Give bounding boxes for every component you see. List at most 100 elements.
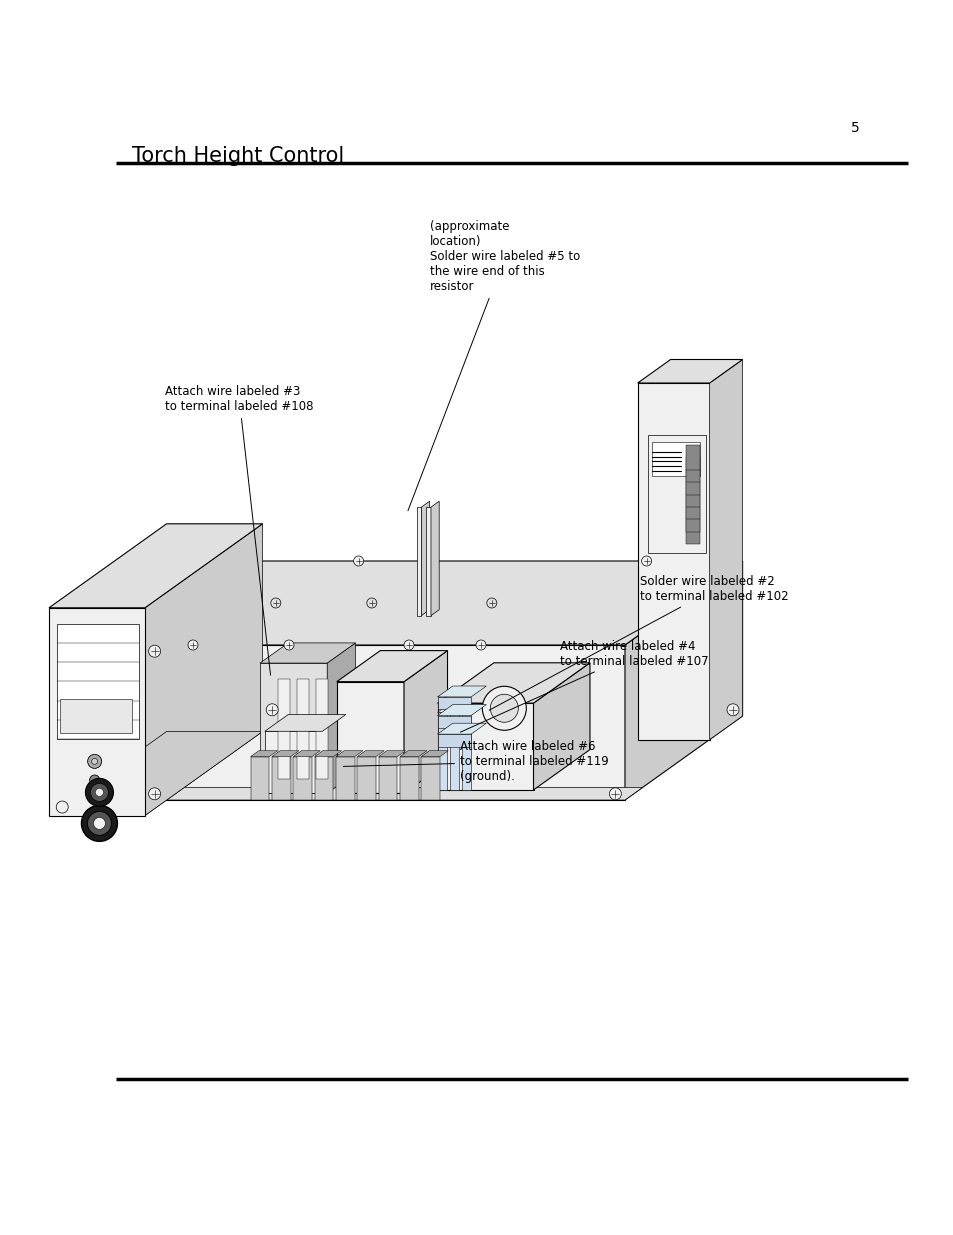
Polygon shape: [685, 457, 700, 482]
Polygon shape: [265, 731, 322, 793]
Polygon shape: [356, 757, 375, 800]
Polygon shape: [356, 751, 384, 757]
Circle shape: [366, 598, 376, 608]
Circle shape: [284, 640, 294, 650]
Polygon shape: [49, 608, 145, 815]
Polygon shape: [145, 524, 262, 815]
Polygon shape: [260, 663, 327, 793]
Polygon shape: [327, 643, 355, 793]
Text: Attach wire labeled #3
to terminal labeled #108: Attach wire labeled #3 to terminal label…: [165, 385, 314, 676]
Polygon shape: [437, 663, 589, 703]
Polygon shape: [685, 482, 700, 508]
Polygon shape: [145, 645, 624, 800]
Polygon shape: [426, 508, 431, 615]
Polygon shape: [437, 705, 486, 715]
Polygon shape: [652, 442, 700, 475]
Circle shape: [188, 640, 198, 650]
Text: Solder wire labeled #2
to terminal labeled #102: Solder wire labeled #2 to terminal label…: [489, 576, 788, 710]
Circle shape: [490, 694, 517, 722]
Circle shape: [88, 755, 102, 768]
Polygon shape: [335, 751, 362, 757]
Polygon shape: [637, 359, 741, 383]
Polygon shape: [265, 715, 346, 731]
Polygon shape: [272, 751, 298, 757]
Circle shape: [486, 598, 497, 608]
Circle shape: [86, 778, 113, 806]
Circle shape: [354, 556, 363, 566]
Circle shape: [93, 818, 106, 830]
Polygon shape: [251, 757, 269, 800]
Polygon shape: [461, 704, 482, 713]
Circle shape: [482, 687, 526, 730]
Polygon shape: [685, 445, 700, 469]
Polygon shape: [60, 699, 132, 732]
Polygon shape: [399, 751, 427, 757]
Polygon shape: [637, 383, 709, 740]
Circle shape: [149, 788, 160, 800]
Text: Torch Height Control: Torch Height Control: [132, 146, 343, 165]
Polygon shape: [421, 501, 429, 615]
Polygon shape: [461, 713, 471, 790]
Text: 5: 5: [850, 121, 859, 135]
Polygon shape: [437, 703, 533, 790]
Circle shape: [81, 805, 117, 841]
Circle shape: [609, 788, 620, 800]
Polygon shape: [437, 715, 471, 727]
Polygon shape: [145, 788, 642, 800]
Circle shape: [88, 811, 112, 835]
Polygon shape: [685, 520, 700, 545]
Polygon shape: [145, 561, 741, 645]
Polygon shape: [421, 751, 448, 757]
Polygon shape: [421, 757, 439, 800]
Polygon shape: [272, 757, 291, 800]
Polygon shape: [49, 524, 262, 608]
Polygon shape: [437, 697, 471, 709]
Polygon shape: [449, 713, 458, 790]
Circle shape: [91, 783, 109, 802]
Polygon shape: [449, 704, 471, 713]
Polygon shape: [336, 651, 447, 682]
Polygon shape: [49, 731, 262, 815]
Circle shape: [271, 598, 280, 608]
Polygon shape: [316, 679, 328, 778]
Circle shape: [56, 802, 69, 813]
Polygon shape: [297, 679, 309, 778]
Polygon shape: [403, 651, 447, 793]
Polygon shape: [648, 435, 705, 553]
Polygon shape: [437, 685, 486, 697]
Circle shape: [266, 704, 278, 716]
Polygon shape: [399, 757, 418, 800]
Text: Attach wire labeled #4
to terminal labeled #107: Attach wire labeled #4 to terminal label…: [460, 640, 708, 732]
Polygon shape: [437, 713, 447, 790]
Circle shape: [403, 640, 414, 650]
Circle shape: [95, 788, 103, 797]
Polygon shape: [251, 751, 277, 757]
Polygon shape: [314, 757, 333, 800]
Circle shape: [149, 645, 160, 657]
Polygon shape: [709, 359, 741, 740]
Polygon shape: [416, 508, 421, 615]
Polygon shape: [378, 751, 405, 757]
Polygon shape: [685, 469, 700, 495]
Polygon shape: [314, 751, 341, 757]
Polygon shape: [293, 757, 312, 800]
Polygon shape: [437, 734, 471, 746]
Text: Attach wire labeled #6
to terminal labeled #119
(ground).: Attach wire labeled #6 to terminal label…: [343, 740, 608, 783]
Circle shape: [641, 556, 651, 566]
Polygon shape: [293, 751, 320, 757]
Polygon shape: [685, 495, 700, 520]
Polygon shape: [277, 679, 290, 778]
Polygon shape: [260, 643, 355, 663]
Polygon shape: [431, 501, 438, 615]
Polygon shape: [624, 561, 741, 800]
Polygon shape: [378, 757, 397, 800]
Polygon shape: [336, 682, 403, 793]
Polygon shape: [685, 508, 700, 532]
Polygon shape: [533, 663, 589, 790]
Circle shape: [91, 758, 97, 764]
Polygon shape: [57, 624, 139, 739]
Polygon shape: [335, 757, 355, 800]
Polygon shape: [437, 724, 486, 734]
Polygon shape: [437, 704, 458, 713]
Circle shape: [476, 640, 485, 650]
